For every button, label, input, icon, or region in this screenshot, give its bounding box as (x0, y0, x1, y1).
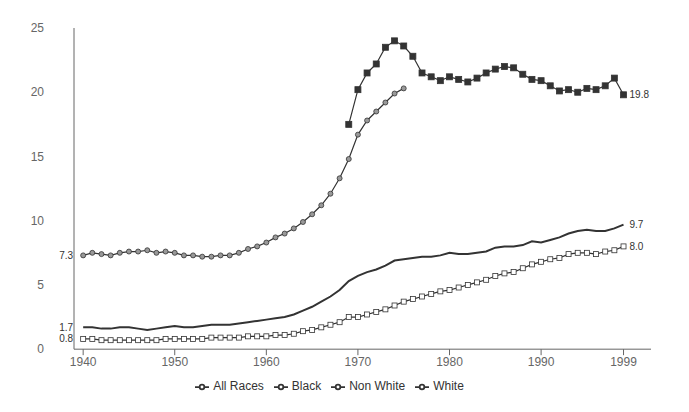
html-text:White: White (433, 379, 464, 394)
svg-text:1950: 1950 (161, 355, 188, 369)
svg-text:1980: 1980 (436, 355, 463, 369)
svg-text:7.3: 7.3 (59, 250, 73, 261)
svg-text:9.7: 9.7 (630, 219, 644, 230)
svg-text:0.8: 0.8 (59, 333, 73, 344)
html-text:All Races: All Races (213, 379, 264, 394)
svg-text:1.7: 1.7 (59, 322, 73, 333)
svg-text:25: 25 (31, 21, 45, 35)
svg-text:1999: 1999 (610, 355, 637, 369)
svg-text:1960: 1960 (253, 355, 280, 369)
svg-text:1990: 1990 (528, 355, 555, 369)
svg-text:5: 5 (37, 278, 44, 292)
svg-text:1970: 1970 (345, 355, 372, 369)
svg-text:15: 15 (31, 150, 45, 164)
svg-text:20: 20 (31, 85, 45, 99)
html-text:Black: Black (291, 379, 322, 394)
svg-text:1940: 1940 (70, 355, 97, 369)
svg-text:0: 0 (37, 342, 44, 356)
svg-text:10: 10 (31, 214, 45, 228)
html-text:Non White: Non White (349, 379, 406, 394)
svg-text:8.0: 8.0 (630, 241, 644, 252)
svg-text:19.8: 19.8 (630, 89, 650, 100)
